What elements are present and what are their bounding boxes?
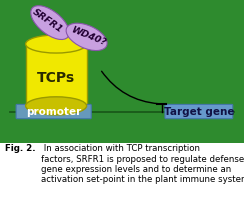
FancyBboxPatch shape (16, 104, 91, 119)
Ellipse shape (31, 6, 69, 39)
Ellipse shape (26, 35, 87, 53)
FancyArrowPatch shape (102, 71, 159, 104)
Text: WD40?: WD40? (70, 25, 108, 47)
Bar (26, 44, 87, 106)
Text: SRFR1: SRFR1 (31, 7, 64, 35)
Text: Target gene: Target gene (164, 106, 234, 117)
Ellipse shape (66, 23, 107, 50)
Text: TCPs: TCPs (37, 71, 75, 85)
Text: promoter: promoter (26, 106, 81, 117)
Text: Fig. 2.: Fig. 2. (5, 144, 36, 153)
Ellipse shape (26, 97, 87, 115)
FancyBboxPatch shape (0, 0, 244, 145)
FancyBboxPatch shape (165, 104, 233, 119)
Text: In association with TCP transcription
factors, SRFR1 is proposed to regulate def: In association with TCP transcription fa… (41, 144, 244, 184)
